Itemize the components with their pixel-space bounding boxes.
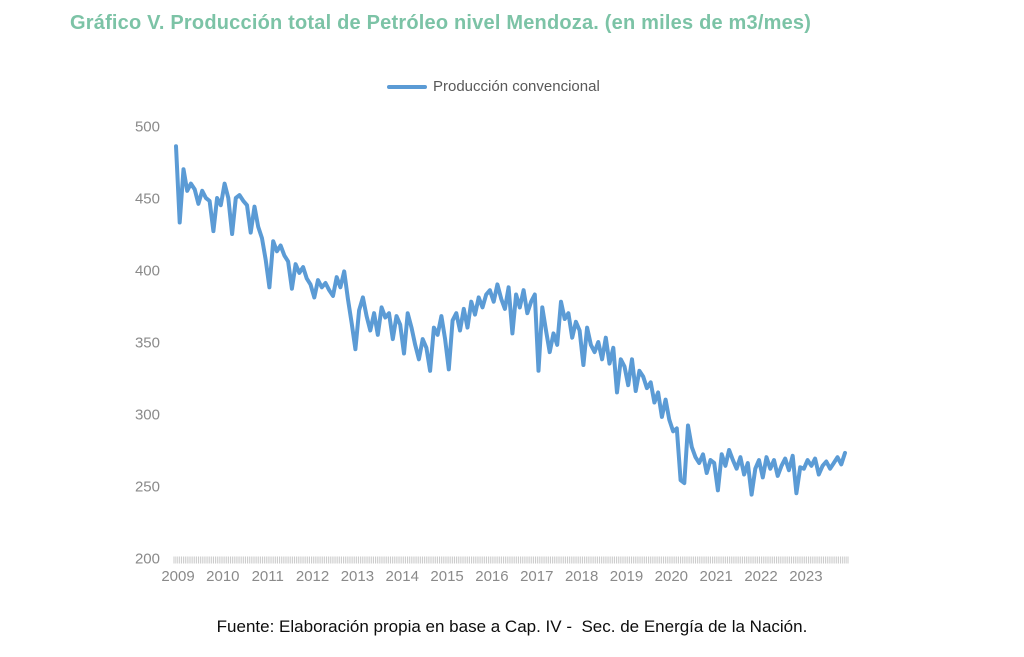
source-caption: Fuente: Elaboración propia en base a Cap… [216, 617, 808, 636]
legend-line-marker [387, 84, 427, 89]
production-line-series [174, 144, 847, 497]
x-axis-label: 2019 [610, 568, 643, 585]
x-axis-label: 2022 [744, 568, 777, 585]
x-axis-label: 2018 [565, 568, 598, 585]
legend-label: Producción convencional [433, 78, 600, 95]
y-axis-label: 450 [135, 191, 160, 208]
x-axis-label: 2011 [252, 568, 284, 585]
x-axis-label: 2015 [430, 568, 463, 585]
x-axis-label: 2016 [475, 568, 508, 585]
x-axis-label: 2020 [655, 568, 688, 585]
y-axis-label: 500 [135, 119, 160, 136]
y-axis-label: 250 [135, 479, 160, 496]
x-axis-label: 2023 [789, 568, 822, 585]
y-axis-label: 300 [135, 407, 160, 424]
y-axis-label: 400 [135, 263, 160, 280]
x-axis-label: 2009 [161, 568, 194, 585]
x-axis-label: 2012 [296, 568, 329, 585]
x-axis-label: 2010 [206, 568, 239, 585]
y-axis-label: 200 [135, 551, 160, 568]
chart-title: Gráfico V. Producción total de Petróleo … [70, 12, 812, 34]
x-axis-label: 2017 [520, 568, 553, 585]
x-axis-label: 2014 [386, 568, 419, 585]
x-axis-label: 2013 [341, 568, 374, 585]
x-axis-label: 2021 [700, 568, 733, 585]
y-axis-label: 350 [135, 335, 160, 352]
legend: Producción convencional [387, 78, 600, 95]
